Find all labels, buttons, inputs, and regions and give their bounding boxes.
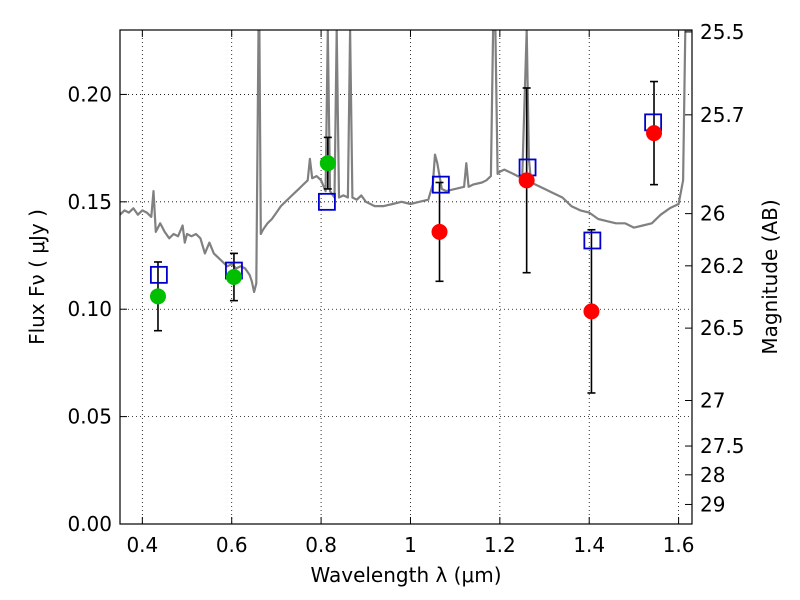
y2-tick-label: 25.5 (700, 20, 745, 44)
y2-tick-label: 25.7 (700, 103, 745, 127)
y-axis-label: Flux Fν ( μJy ) (25, 209, 49, 345)
model-flux-square-marker (318, 192, 336, 211)
model-flux-square-marker (431, 175, 450, 194)
y2-tick-label: 26 (700, 202, 725, 226)
observed-flux-point (319, 155, 336, 172)
y-tick-label: 0.15 (67, 190, 112, 214)
y-tick-label: 0.20 (67, 82, 112, 106)
model-flux-square-marker (583, 231, 602, 250)
y2-axis-label: Magnitude (AB) (758, 199, 782, 354)
x-tick-label: 1 (404, 533, 417, 557)
y-tick-label: 0.10 (67, 297, 112, 321)
x-tick-label: 0.6 (216, 533, 248, 557)
plot-frame (119, 29, 693, 525)
y-tick-label: 0.05 (67, 405, 112, 429)
y-tick-label: 0.00 (67, 512, 112, 536)
y2-tick-label: 27.5 (700, 434, 745, 458)
observed-flux-point (518, 172, 535, 189)
y2-tick-label: 28 (700, 463, 725, 487)
plot-area (120, 30, 692, 394)
grid-lines (120, 30, 692, 525)
axis-ticks: 0.4 0.6 0.8 1 1.2 1.4 1.6 0.00 0.05 0.10 0.15 0.20 2… (67, 20, 744, 557)
model-spectrum-line (120, 30, 692, 294)
observed-flux-point (149, 288, 166, 305)
y2-tick-label: 26.5 (700, 316, 745, 340)
x-tick-label: 1.2 (484, 533, 516, 557)
x-tick-label: 1.4 (573, 533, 605, 557)
observed-flux-point (225, 269, 242, 285)
observed-flux-point (431, 223, 448, 240)
y2-tick-label: 26.2 (700, 254, 745, 278)
x-tick-label: 0.4 (126, 533, 158, 557)
x-tick-label: 0.8 (305, 533, 337, 557)
y2-tick-label: 29 (700, 492, 725, 516)
observed-flux-point (646, 125, 663, 142)
x-axis-label: Wavelength λ (μm) (310, 563, 501, 587)
y2-tick-label: 27 (700, 389, 725, 413)
x-tick-label: 1.6 (663, 533, 695, 557)
model-flux-square-marker (149, 265, 168, 284)
observed-flux-point (583, 303, 600, 320)
